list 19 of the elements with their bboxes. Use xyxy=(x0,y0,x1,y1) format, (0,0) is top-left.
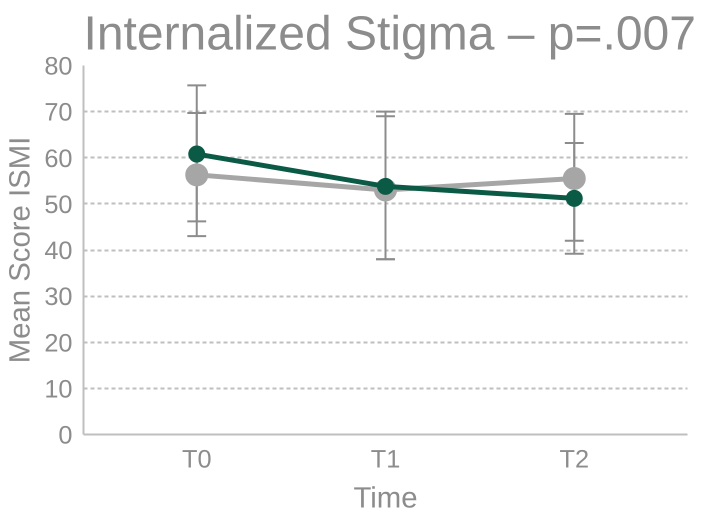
y-tick-label: 30 xyxy=(44,283,73,312)
point xyxy=(562,167,586,190)
point xyxy=(566,190,583,207)
y-tick-label: 10 xyxy=(44,375,73,404)
y-tick-label: 50 xyxy=(44,190,73,219)
x-tick-label: T1 xyxy=(370,446,400,474)
y-tick-label: 40 xyxy=(44,237,73,265)
x-tick-label: T0 xyxy=(182,446,212,474)
y-tick-label: 60 xyxy=(44,144,73,173)
point xyxy=(185,163,208,186)
y-tick-label: 80 xyxy=(44,52,73,80)
chart-title: Internalized Stigma – p=.007 xyxy=(84,8,696,60)
y-tick-label: 70 xyxy=(44,98,73,127)
y-tick-label: 0 xyxy=(58,422,73,450)
y-axis-title: Mean Score ISMI xyxy=(3,136,36,364)
point xyxy=(188,146,206,163)
y-tick-label: 20 xyxy=(44,329,73,358)
x-tick-label: T2 xyxy=(559,446,590,474)
x-axis-title: Time xyxy=(353,482,418,514)
